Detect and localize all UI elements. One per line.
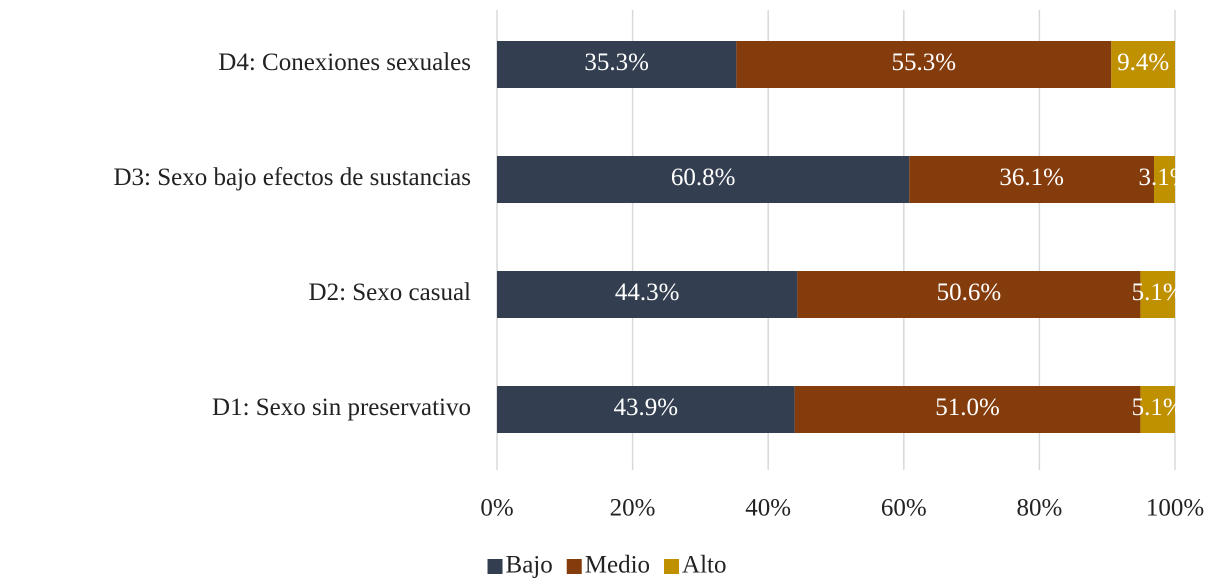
data-label: 60.8% bbox=[671, 164, 736, 191]
data-label: 5.1% bbox=[1132, 394, 1184, 421]
legend: Bajo Medio Alto bbox=[487, 552, 726, 579]
y-tick-label: D4: Conexiones sexuales bbox=[218, 49, 471, 76]
y-tick-label: D1: Sexo sin preservativo bbox=[212, 394, 471, 421]
data-label: 5.1% bbox=[1132, 279, 1184, 306]
axis: 0% 20% 40% 60% 80% 100% D4: Conexiones sexuale… bbox=[113, 49, 1204, 522]
bar-segment bbox=[736, 41, 1112, 88]
data-label: 55.3% bbox=[892, 49, 957, 76]
y-tick-label: D3: Sexo bajo efectos de sustancias bbox=[113, 164, 471, 191]
legend-label: Bajo bbox=[506, 552, 553, 579]
bar-segment bbox=[497, 271, 798, 318]
bar-segment bbox=[497, 386, 795, 433]
bar-segment bbox=[1153, 156, 1175, 203]
data-label: 44.3% bbox=[615, 279, 680, 306]
x-tick-label: 100% bbox=[1146, 495, 1204, 522]
x-tick-label: 20% bbox=[610, 495, 656, 522]
bars bbox=[497, 41, 1175, 433]
legend-label: Alto bbox=[682, 552, 726, 579]
data-label: 36.1% bbox=[999, 164, 1064, 191]
x-tick-label: 40% bbox=[745, 495, 791, 522]
legend-swatch bbox=[487, 559, 503, 574]
bar-segment bbox=[497, 41, 737, 88]
x-tick-label: 60% bbox=[881, 495, 927, 522]
data-label: 9.4% bbox=[1117, 49, 1169, 76]
legend-label: Medio bbox=[585, 552, 650, 579]
x-tick-label: 80% bbox=[1016, 495, 1062, 522]
data-label: 51.0% bbox=[935, 394, 1000, 421]
data-labels: 35.3% 55.3% 9.4% 60.8% 36.1% 3.1% 44.3% 50.6% 5.… bbox=[584, 49, 1190, 421]
x-tick-label: 0% bbox=[480, 495, 513, 522]
bar-segment bbox=[797, 271, 1141, 318]
legend-swatch bbox=[664, 559, 680, 574]
bar-segment bbox=[909, 156, 1154, 203]
legend-swatch bbox=[566, 559, 582, 574]
bar-segment bbox=[1140, 271, 1175, 318]
data-label: 3.1% bbox=[1138, 164, 1190, 191]
bar-segment bbox=[497, 156, 910, 203]
bar-segment bbox=[1140, 386, 1175, 433]
data-label: 43.9% bbox=[614, 394, 679, 421]
data-label: 50.6% bbox=[937, 279, 1002, 306]
bar-segment bbox=[794, 386, 1141, 433]
data-label: 35.3% bbox=[584, 49, 649, 76]
y-tick-label: D2: Sexo casual bbox=[309, 279, 472, 306]
bar-segment bbox=[1111, 41, 1175, 88]
